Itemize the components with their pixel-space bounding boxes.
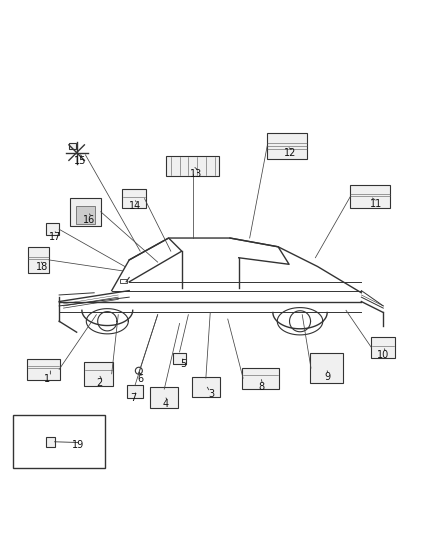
Bar (46, 437, 55, 447)
Text: 16: 16 (83, 215, 95, 224)
Bar (76, 206, 95, 224)
Bar (350, 185, 390, 208)
Text: 5: 5 (180, 359, 186, 369)
Bar (310, 353, 343, 383)
Bar (173, 353, 186, 364)
Bar (69, 143, 75, 149)
Bar (46, 223, 59, 236)
Bar (267, 133, 307, 159)
Bar (242, 368, 279, 389)
Text: 17: 17 (49, 232, 62, 242)
Bar (84, 362, 113, 386)
Text: 10: 10 (377, 350, 389, 360)
Text: 1: 1 (44, 374, 50, 384)
Bar (127, 385, 143, 398)
Bar (166, 156, 219, 175)
Text: 19: 19 (72, 440, 84, 450)
Text: 11: 11 (370, 199, 382, 209)
Text: 2: 2 (97, 378, 103, 389)
Text: 15: 15 (74, 156, 86, 166)
Text: 12: 12 (284, 149, 297, 158)
Bar (70, 198, 101, 226)
Text: 4: 4 (162, 399, 169, 409)
Bar (13, 415, 105, 468)
Bar (27, 359, 60, 380)
Text: 6: 6 (137, 374, 143, 384)
Text: 18: 18 (35, 262, 48, 272)
Text: 8: 8 (258, 382, 265, 392)
Text: 7: 7 (131, 393, 137, 403)
Bar (371, 337, 396, 358)
Text: 14: 14 (129, 201, 141, 212)
Text: 13: 13 (190, 168, 202, 179)
Circle shape (135, 367, 142, 374)
Bar (192, 377, 220, 397)
Text: 3: 3 (208, 390, 215, 399)
Text: 9: 9 (325, 372, 331, 382)
Bar (150, 387, 179, 408)
Bar (121, 189, 145, 208)
Polygon shape (120, 279, 127, 283)
Bar (28, 247, 49, 273)
